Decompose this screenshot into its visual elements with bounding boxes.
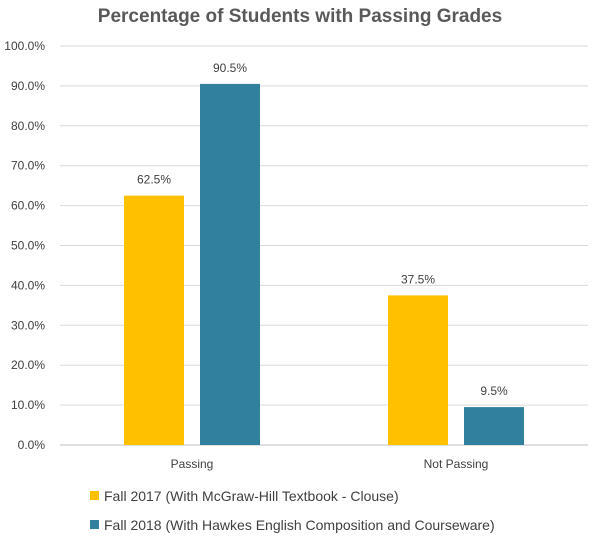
y-tick-label: 80.0% (11, 119, 45, 133)
bar (124, 195, 184, 445)
bars (124, 83, 524, 445)
bar (200, 83, 260, 445)
y-tick-label: 60.0% (11, 199, 45, 213)
bar (388, 295, 448, 445)
y-tick-label: 50.0% (11, 239, 45, 253)
bar-value-label: 62.5% (137, 173, 171, 187)
x-category-label: Passing (171, 457, 214, 471)
bar-value-label: 37.5% (401, 272, 435, 286)
y-tick-label: 40.0% (11, 278, 45, 292)
legend-swatch (90, 520, 99, 529)
y-tick-label: 90.0% (11, 79, 45, 93)
y-tick-label: 10.0% (11, 398, 45, 412)
chart-title: Percentage of Students with Passing Grad… (98, 6, 502, 27)
x-axis: Passing Not Passing (171, 457, 489, 471)
x-category-label: Not Passing (424, 457, 489, 471)
y-axis: 0.0% 10.0% 20.0% 30.0% 40.0% 50.0% 60.0% 70.0% 8… (4, 39, 45, 452)
y-tick-label: 100.0% (4, 39, 45, 53)
bar (464, 407, 524, 445)
y-tick-label: 0.0% (18, 438, 46, 452)
data-labels: 62.5% 90.5% 37.5% 9.5% (137, 61, 508, 398)
legend: Fall 2017 (With McGraw-Hill Textbook - C… (90, 488, 495, 533)
y-tick-label: 70.0% (11, 159, 45, 173)
legend-swatch (90, 491, 99, 500)
legend-label: Fall 2018 (With Hawkes English Compositi… (104, 517, 495, 533)
y-tick-label: 30.0% (11, 318, 45, 332)
bar-value-label: 90.5% (213, 61, 247, 75)
bar-value-label: 9.5% (480, 384, 508, 398)
legend-label: Fall 2017 (With McGraw-Hill Textbook - C… (104, 488, 399, 504)
y-tick-label: 20.0% (11, 358, 45, 372)
